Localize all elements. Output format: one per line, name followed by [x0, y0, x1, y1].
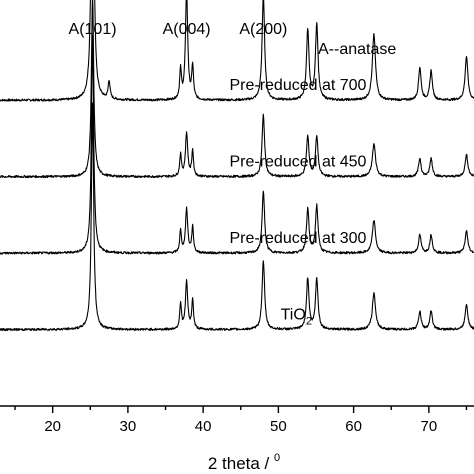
peak-labels: A(101) A(004) A(200)	[69, 21, 288, 38]
xrd-trace-3	[0, 102, 474, 332]
xrd-traces	[0, 0, 474, 332]
xrd-trace-2	[0, 34, 474, 255]
x-tick-label: 30	[120, 418, 137, 435]
peak-label: A(200)	[239, 21, 287, 38]
x-tick-label: 40	[195, 418, 212, 435]
x-axis-title: 2 theta / 0	[208, 452, 280, 473]
series-label-0: Pre-reduced at 700	[229, 77, 366, 94]
series-label-2: Pre-reduced at 300	[229, 230, 366, 247]
x-tick-label: 20	[44, 418, 61, 435]
series-label-1: Pre-reduced at 450	[229, 154, 366, 171]
series-label-subscript: 2	[306, 316, 312, 328]
x-axis-ticks: 20 30 40 50 60 70	[14, 406, 468, 435]
x-tick-label: 50	[270, 418, 287, 435]
x-tick-label: 60	[345, 418, 362, 435]
series-label-text: TiO	[281, 307, 306, 324]
x-axis-title-text: 2 theta /	[208, 454, 274, 473]
series-label-3: TiO2	[281, 307, 312, 328]
peak-label: A(101)	[69, 21, 117, 38]
xrd-trace-0	[0, 0, 474, 102]
series-label-text: Pre-reduced at 700	[229, 77, 366, 94]
x-axis: 20 30 40 50 60 70 2 theta / 0	[0, 405, 474, 473]
series-labels: Pre-reduced at 700 Pre-reduced at 450 Pre-…	[229, 77, 366, 327]
series-label-text: Pre-reduced at 300	[229, 230, 366, 247]
series-label-text: Pre-reduced at 450	[229, 154, 366, 171]
x-axis-title-superscript: 0	[274, 452, 280, 464]
peak-label: A(004)	[163, 21, 211, 38]
x-tick-label: 70	[421, 418, 438, 435]
phase-annotation: A--anatase	[318, 41, 396, 58]
xrd-trace-1	[0, 0, 474, 179]
